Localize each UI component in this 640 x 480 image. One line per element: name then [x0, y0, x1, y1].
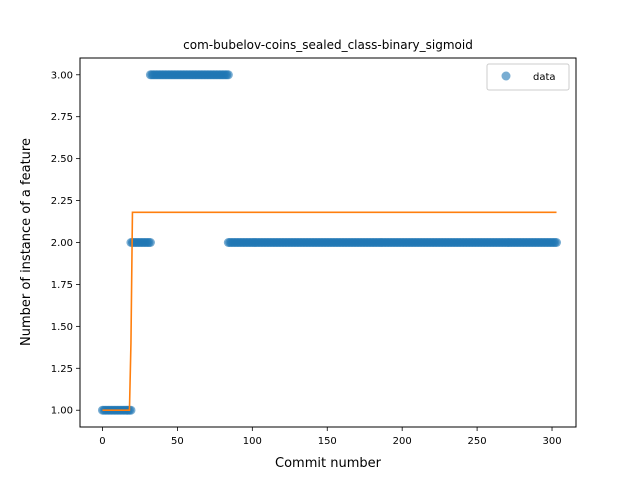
y-tick-label: 1.50	[51, 322, 73, 333]
data-point	[223, 70, 233, 80]
chart-title: com-bubelov-coins_sealed_class-binary_si…	[183, 38, 473, 52]
x-tick-label: 150	[318, 436, 337, 447]
y-tick-label: 3.00	[51, 70, 73, 81]
fit-line	[102, 211, 557, 412]
x-axis: 0 50 100 150 200 250 300	[99, 427, 562, 447]
y-tick-label: 1.75	[51, 280, 73, 291]
y-tick-label: 1.25	[51, 364, 73, 375]
y-axis: 1.00 1.25 1.50 1.75 2.00 2.25 2.50 2.75 3.00	[51, 70, 80, 417]
legend: data	[486, 63, 570, 91]
data-point	[552, 238, 562, 247]
x-tick-label: 200	[393, 436, 412, 447]
x-tick-label: 0	[99, 436, 105, 447]
x-tick-label: 250	[468, 436, 487, 447]
y-axis-label: Number of instance of a feature	[19, 138, 34, 346]
x-axis-label: Commit number	[275, 456, 382, 471]
x-tick-label: 300	[542, 436, 561, 447]
legend-box	[486, 63, 570, 91]
y-tick-label: 2.00	[51, 238, 73, 249]
data-point	[145, 238, 155, 247]
y-tick-label: 1.00	[51, 406, 73, 417]
x-tick-label: 50	[171, 436, 184, 447]
y-tick-label: 2.50	[51, 154, 73, 165]
y-tick-label: 2.75	[51, 112, 73, 123]
plot-area	[97, 70, 562, 415]
x-tick-label: 100	[243, 436, 262, 447]
data-point	[126, 405, 136, 415]
y-tick-label: 2.25	[51, 196, 73, 207]
legend-marker-data	[501, 71, 511, 81]
legend-label-data: data	[533, 72, 556, 83]
